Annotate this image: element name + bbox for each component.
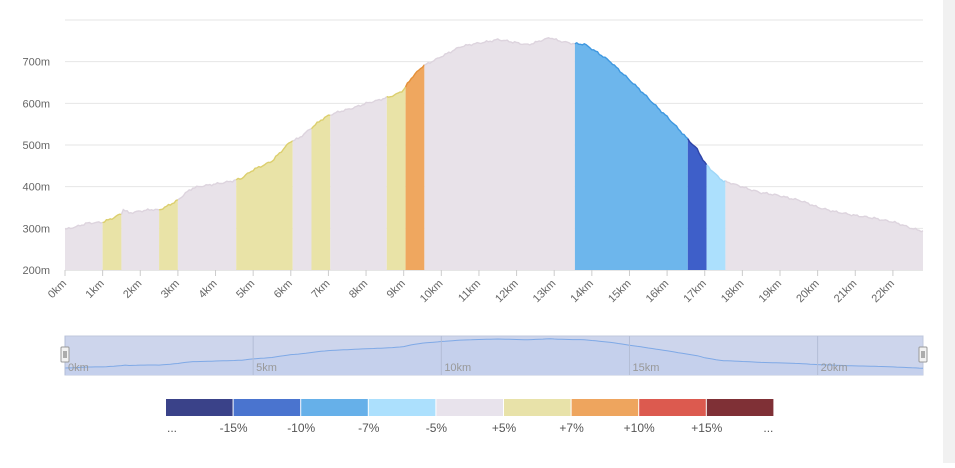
handle-body xyxy=(918,346,928,363)
elevation-line xyxy=(177,179,237,201)
grade-band xyxy=(725,180,923,270)
grade-band xyxy=(159,199,178,270)
grade-band xyxy=(311,115,331,270)
grade-band xyxy=(65,221,103,270)
x-tick-label: 18km xyxy=(719,278,747,306)
grade-legend: ... -15% -10% -7% -5% +5% +7% +10% +15%... xyxy=(166,399,773,435)
navigator-tick-label: 5km xyxy=(256,362,277,374)
y-tick-label: 700m xyxy=(22,57,50,69)
grade-band xyxy=(687,138,707,270)
grade-bands xyxy=(64,37,924,271)
legend-swatch xyxy=(639,399,706,416)
legend-label: ... xyxy=(763,421,773,435)
grade-band xyxy=(405,64,425,270)
grade-band xyxy=(121,209,160,270)
elevation-line xyxy=(158,199,179,211)
x-tick-label: 1km xyxy=(84,278,107,301)
grade-band xyxy=(236,140,293,270)
grade-band xyxy=(386,86,406,271)
grade-band xyxy=(424,37,575,270)
navigator-tick-label: 15km xyxy=(632,362,659,374)
navigator-area xyxy=(65,338,923,375)
x-tick-label: 13km xyxy=(531,278,559,306)
x-tick-label: 22km xyxy=(870,278,898,306)
legend-swatch xyxy=(368,399,436,416)
x-tick-label: 21km xyxy=(832,278,860,306)
range-navigator[interactable]: 0km 5km 10km 15km 20km xyxy=(60,335,928,376)
navigator-tick-label: 20km xyxy=(821,362,848,374)
elevation-line xyxy=(574,41,689,140)
legend-swatch xyxy=(301,399,368,416)
x-tick-label: 5km xyxy=(234,278,257,301)
x-tick-label: 16km xyxy=(644,278,672,306)
navigator-tick-label: 10km xyxy=(444,362,471,374)
legend-label: +10% xyxy=(624,421,655,435)
legend-swatch xyxy=(706,399,774,416)
legend-label: -15% xyxy=(220,421,248,435)
grade-band xyxy=(292,128,312,270)
elevation-chart-svg: 200m 300m 400m 500m 600m 700m 0km 1km 2km 3km 4km 5… xyxy=(22,19,928,435)
navigator-left-handle[interactable] xyxy=(60,346,70,363)
grade-band xyxy=(102,214,122,270)
elevation-line xyxy=(102,213,122,224)
y-tick-label: 300m xyxy=(22,223,50,235)
grade-band xyxy=(177,179,237,270)
elevation-line xyxy=(235,140,294,181)
elevation-line xyxy=(64,221,103,230)
x-tick-label: 2km xyxy=(121,278,144,301)
legend-swatch xyxy=(436,399,503,416)
elevation-line xyxy=(404,64,425,88)
page-scrollbar[interactable] xyxy=(943,0,955,463)
y-tick-label: 600m xyxy=(22,98,50,110)
y-tick-label: 400m xyxy=(22,182,50,194)
elevation-line xyxy=(687,138,708,166)
legend-label: +5% xyxy=(492,421,517,435)
elevation-line xyxy=(120,208,160,215)
elevation-line xyxy=(706,164,726,183)
x-tick-label: 15km xyxy=(606,278,634,306)
legend-label: +15% xyxy=(691,421,722,435)
legend-label: -7% xyxy=(358,421,380,435)
elevation-line xyxy=(424,37,576,66)
y-tick-label: 500m xyxy=(22,140,50,152)
elevation-line xyxy=(724,180,924,233)
x-tick-label: 6km xyxy=(272,278,295,301)
legend-label: +7% xyxy=(559,421,584,435)
x-tick-label: 17km xyxy=(681,278,709,306)
x-tick-label: 8km xyxy=(347,278,370,301)
x-tick-label: 20km xyxy=(794,278,822,306)
x-tick-label: 4km xyxy=(196,278,219,301)
x-tick-label: 14km xyxy=(568,278,596,306)
navigator-line xyxy=(64,338,924,369)
x-tick-label: 10km xyxy=(418,278,446,306)
elevation-line xyxy=(330,96,388,116)
elevation-line xyxy=(310,114,331,130)
x-tick-label: 0km xyxy=(46,278,69,301)
legend-swatch xyxy=(166,399,233,416)
legend-label: ... xyxy=(167,421,177,435)
navigator-tick-label: 0km xyxy=(68,362,89,374)
x-tick-label: 9km xyxy=(385,278,408,301)
legend-label: -10% xyxy=(287,421,315,435)
grade-band xyxy=(706,164,726,270)
grade-band xyxy=(330,96,387,270)
x-tick-label: 3km xyxy=(159,278,182,301)
x-tick-label: 12km xyxy=(493,278,521,306)
x-tick-label: 11km xyxy=(456,278,483,305)
elevation-line xyxy=(386,86,407,98)
handle-body xyxy=(60,346,70,363)
grade-band xyxy=(574,42,688,270)
legend-swatch xyxy=(504,399,571,416)
legend-label: -5% xyxy=(426,421,448,435)
x-tick-label: 7km xyxy=(309,278,332,301)
elevation-line xyxy=(292,128,312,142)
y-tick-label: 200m xyxy=(22,265,50,277)
legend-swatch xyxy=(233,399,301,416)
navigator-right-handle[interactable] xyxy=(918,346,928,363)
legend-swatch xyxy=(571,399,639,416)
x-tick-label: 19km xyxy=(757,278,785,306)
